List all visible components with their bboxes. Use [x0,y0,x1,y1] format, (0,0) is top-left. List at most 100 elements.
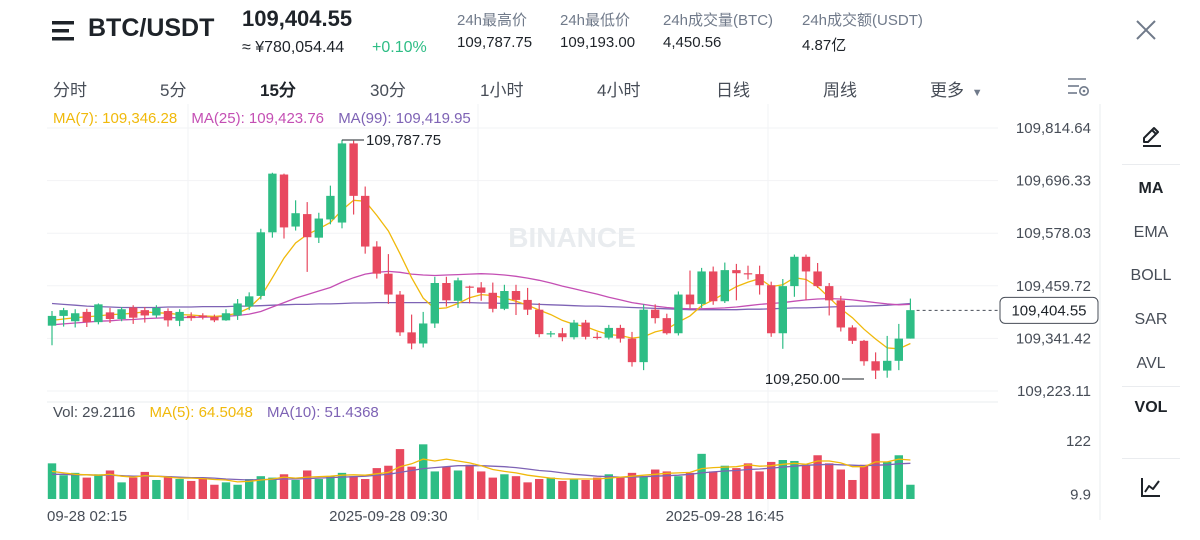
candle [801,254,811,301]
volume-bar [836,469,845,499]
volume-bar [245,479,254,499]
candle-body [488,292,497,309]
indicator-ema[interactable]: EMA [1133,224,1169,241]
price-tick-label: 109,459.72 [1016,278,1091,295]
candle [187,312,196,321]
price-tick-label: 109,696.33 [1016,173,1091,190]
candle-body [465,286,474,288]
volume-bars [47,433,915,499]
candle-body [210,316,219,321]
volume-bar [326,476,335,499]
candle [233,299,242,320]
indicator-boll[interactable]: BOLL [1130,267,1172,284]
volume-bar [221,482,231,499]
candle [627,331,637,367]
close-icon[interactable] [1134,18,1158,42]
tab-5min[interactable]: 5分 [160,81,187,100]
tab-30min[interactable]: 30分 [370,81,406,100]
candle [163,308,173,327]
volume-bar [291,479,300,499]
change-percent: +0.10% [372,39,427,56]
volume-bar [210,484,219,499]
candle-body [616,327,625,339]
candle [349,140,358,215]
candle [767,281,776,337]
tab-4h[interactable]: 4小时 [597,81,641,100]
volume-bar [546,477,555,499]
tab-weekly[interactable]: 周线 [823,81,857,100]
indicator-ma[interactable]: MA [1138,180,1164,197]
candle [535,303,544,338]
candle-body [117,309,126,320]
candle [685,270,695,309]
menu-icon[interactable] [52,20,78,42]
tab-15min[interactable]: 15分 [260,81,296,100]
indicator-sar[interactable]: SAR [1134,311,1168,328]
candle [523,287,532,316]
pair-title[interactable]: BTC/USDT [88,14,215,42]
volume-bar [709,471,718,499]
volume-bar [395,449,405,499]
volume-bar [453,470,463,499]
ma99-legend: MA(99): 109,419.95 [338,110,471,127]
indicator-avl[interactable]: AVL [1136,355,1166,372]
last-price: 109,404.55 [242,6,353,31]
candle [894,323,903,371]
tab-more[interactable]: 更多 ▼ [930,76,983,101]
candle-body [906,310,915,339]
candle [71,309,80,328]
caret-down-icon: ▼ [971,87,983,99]
watermark: BINANCE [508,222,636,253]
candle [279,173,289,239]
candle-body [419,323,428,344]
indicator-vol[interactable]: VOL [1134,399,1168,416]
candle-body [279,174,289,228]
volume-bar [198,477,207,499]
draw-pencil-icon[interactable] [1140,124,1164,148]
volume-bar [535,479,544,499]
current-price-label: 109,404.55 [1011,302,1086,319]
stat-value-low: 109,193.00 [560,34,636,51]
time-axis-label: 2025-09-28 16:45 [666,508,784,525]
candle-body [395,294,405,333]
volume-bar [175,479,184,499]
volume-bar [349,476,358,499]
candle-body [627,338,637,363]
ma-legend: MA(7): 109,346.28 MA(25): 109,423.76 MA(… [53,110,471,127]
volume-bar [163,476,173,499]
tab-daily[interactable]: 日线 [716,81,750,100]
volume-bar [569,479,579,499]
volume-bar [488,477,497,499]
candle-body [732,270,741,274]
candle-body [314,218,323,238]
volume-bar [105,470,115,499]
volume-bar [616,477,625,499]
indicator-chart-icon[interactable] [1139,475,1163,499]
candles [47,139,915,380]
candle [303,202,312,272]
candle [221,309,231,321]
candle-body [291,213,300,227]
volume-legend: Vol: 29.2116 MA(5): 64.5048 MA(10): 51.4… [53,404,379,421]
candle [314,212,323,243]
candle-body [523,299,532,310]
chart-settings-icon[interactable] [1066,76,1090,98]
volume-bar [523,482,532,499]
stat-label-turnover: 24h成交额(USDT) [802,12,923,29]
chart-grid [47,104,1101,520]
price-tick-label: 109,223.11 [1017,383,1091,400]
indicator-separator [1122,164,1180,165]
tab-time-line[interactable]: 分时 [53,81,87,100]
candle-body [175,311,184,321]
candle-body [163,311,173,321]
volume-bar [187,480,196,499]
candle [604,324,613,340]
candle [407,314,416,350]
vol-legend: Vol: 29.2116 [53,404,136,421]
candle [268,172,277,238]
volume-bar [581,479,590,499]
volume-bar [593,477,602,499]
volume-bar [256,476,265,499]
tab-1h[interactable]: 1小时 [480,81,524,100]
